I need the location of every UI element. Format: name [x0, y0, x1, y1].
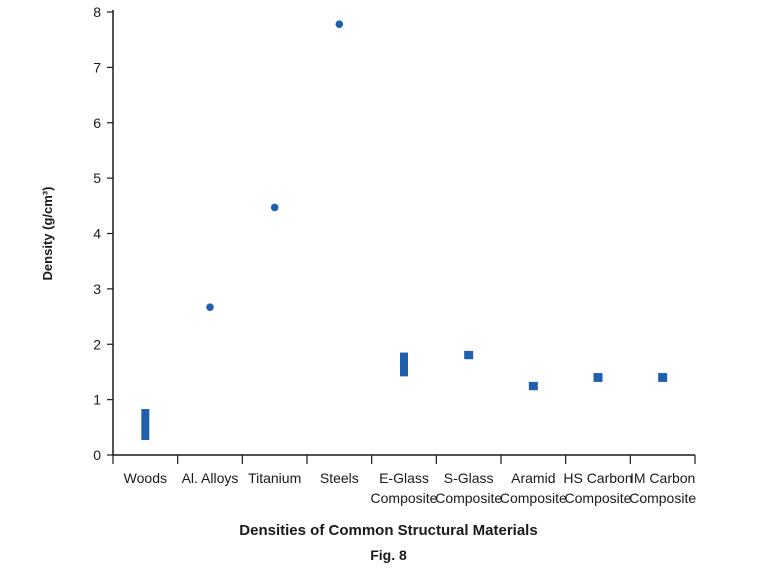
- data-range-s-glass-composite: [464, 350, 474, 360]
- x-tick-label-hs-carbon-composite-0: HS Carbon: [563, 470, 632, 486]
- x-tick-label-im-carbon-composite-0: IM Carbon: [630, 470, 695, 486]
- x-tick-label-im-carbon-composite-1: Composite: [629, 490, 696, 506]
- data-point-titanium: [270, 203, 279, 212]
- x-tick-label-titanium-0: Titanium: [248, 470, 301, 486]
- y-tick-label-4: 4: [93, 226, 101, 242]
- y-tick-label-7: 7: [93, 59, 101, 75]
- x-tick-label-s-glass-composite-0: S-Glass: [444, 470, 494, 486]
- data-range-e-glass-composite: [400, 352, 408, 377]
- chart-title: Densities of Common Structural Materials: [239, 522, 538, 539]
- x-tick-label-al-alloys-0: Al. Alloys: [182, 470, 239, 486]
- y-tick-label-8: 8: [93, 4, 101, 20]
- data-range-hs-carbon-composite: [593, 373, 603, 382]
- data-range-woods: [141, 409, 150, 441]
- x-tick-label-aramid-composite-1: Composite: [500, 490, 567, 506]
- x-tick-label-steels-0: Steels: [320, 470, 359, 486]
- y-tick-label-6: 6: [93, 115, 101, 131]
- y-tick-label-3: 3: [93, 281, 101, 297]
- figure-label: Fig. 8: [370, 547, 407, 563]
- x-tick-label-e-glass-composite-0: E-Glass: [379, 470, 429, 486]
- data-point-al-alloys: [206, 303, 214, 311]
- y-tick-label-0: 0: [93, 447, 101, 463]
- data-point-steels: [335, 20, 344, 28]
- y-tick-label-2: 2: [93, 336, 101, 352]
- y-axis-title: Density (g/cm³): [40, 187, 55, 281]
- data-range-aramid-composite: [528, 381, 538, 391]
- x-tick-label-aramid-composite-0: Aramid: [511, 470, 555, 486]
- y-tick-label-1: 1: [93, 392, 101, 408]
- y-tick-label-5: 5: [93, 170, 101, 186]
- x-tick-label-e-glass-composite-1: Composite: [371, 490, 438, 506]
- data-range-im-carbon-composite: [658, 373, 668, 382]
- x-tick-label-s-glass-composite-1: Composite: [435, 490, 502, 506]
- density-chart: 0 1 2 3 4 5 6 7 8 Density (g/cm³) Woods Al. Alloys T…: [40, 4, 696, 506]
- x-tick-label-hs-carbon-composite-1: Composite: [565, 490, 632, 506]
- x-tick-label-woods-0: Woods: [124, 470, 167, 486]
